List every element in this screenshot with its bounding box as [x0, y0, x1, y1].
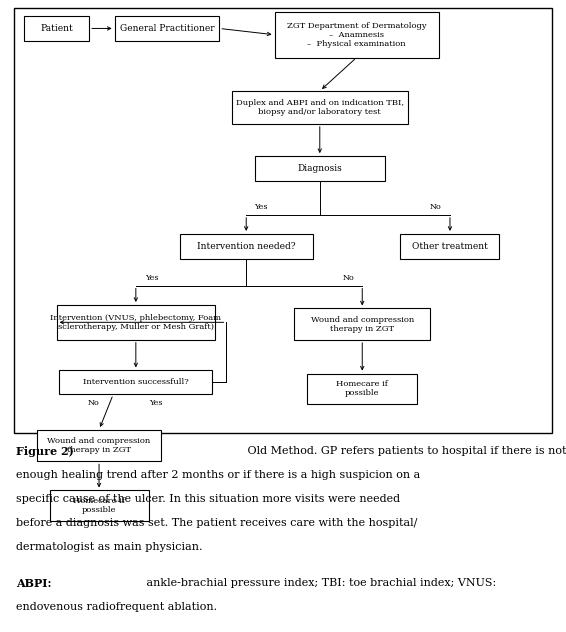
- Bar: [114, 16, 219, 41]
- Text: Yes: Yes: [145, 274, 158, 282]
- Bar: [275, 12, 439, 58]
- Text: ABPI:: ABPI:: [16, 578, 52, 589]
- Bar: [180, 234, 313, 259]
- Text: Homecare if
possible: Homecare if possible: [336, 380, 388, 398]
- Text: Duplex and ABPI and on indication TBI,
biopsy and/or laboratory test: Duplex and ABPI and on indication TBI, b…: [236, 99, 404, 116]
- Bar: [232, 91, 408, 124]
- Text: Diagnosis: Diagnosis: [297, 164, 342, 173]
- Bar: [401, 234, 499, 259]
- Text: Homecare if
possible: Homecare if possible: [73, 497, 125, 514]
- Text: Intervention needed?: Intervention needed?: [197, 242, 295, 251]
- Bar: [57, 305, 215, 340]
- Bar: [50, 490, 148, 521]
- Bar: [59, 370, 212, 394]
- Text: Intervention (VNUS, phlebectomy, Foam
sclerotherapy, Muller or Mesh Graft): Intervention (VNUS, phlebectomy, Foam sc…: [50, 313, 221, 331]
- Bar: [255, 156, 385, 181]
- Text: ZGT Department of Dermatology
–  Anamnesis
–  Physical examination: ZGT Department of Dermatology – Anamnesi…: [287, 21, 426, 48]
- Text: ankle-brachial pressure index; TBI: toe brachial index; VNUS:: ankle-brachial pressure index; TBI: toe …: [143, 578, 496, 588]
- Bar: [37, 430, 161, 461]
- Bar: [14, 8, 552, 433]
- Text: before a diagnosis was set. The patient receives care with the hospital/: before a diagnosis was set. The patient …: [16, 518, 417, 528]
- Text: dermatologist as main physician.: dermatologist as main physician.: [16, 542, 203, 552]
- Text: Wound and compression
therapy in ZGT: Wound and compression therapy in ZGT: [48, 437, 151, 454]
- Text: Old Method. GP refers patients to hospital if there is not: Old Method. GP refers patients to hospit…: [244, 446, 566, 456]
- Text: Yes: Yes: [254, 204, 267, 211]
- Text: General Practitioner: General Practitioner: [119, 24, 215, 33]
- Text: enough healing trend after 2 months or if there is a high suspicion on a: enough healing trend after 2 months or i…: [16, 470, 420, 480]
- Text: Wound and compression
therapy in ZGT: Wound and compression therapy in ZGT: [311, 315, 414, 333]
- Text: endovenous radiofrequent ablation.: endovenous radiofrequent ablation.: [16, 602, 217, 612]
- Bar: [307, 374, 418, 404]
- Text: specific cause of the ulcer. In this situation more visits were needed: specific cause of the ulcer. In this sit…: [16, 494, 400, 504]
- Text: Yes: Yes: [149, 399, 162, 407]
- Bar: [24, 16, 89, 41]
- Text: Patient: Patient: [40, 24, 73, 33]
- Text: No: No: [88, 399, 99, 407]
- Text: Intervention successfull?: Intervention successfull?: [83, 379, 188, 386]
- Text: No: No: [430, 204, 441, 211]
- Text: No: No: [342, 274, 354, 282]
- Bar: [294, 308, 430, 340]
- Text: Other treatment: Other treatment: [412, 242, 488, 251]
- Text: Figure 2): Figure 2): [16, 446, 74, 456]
